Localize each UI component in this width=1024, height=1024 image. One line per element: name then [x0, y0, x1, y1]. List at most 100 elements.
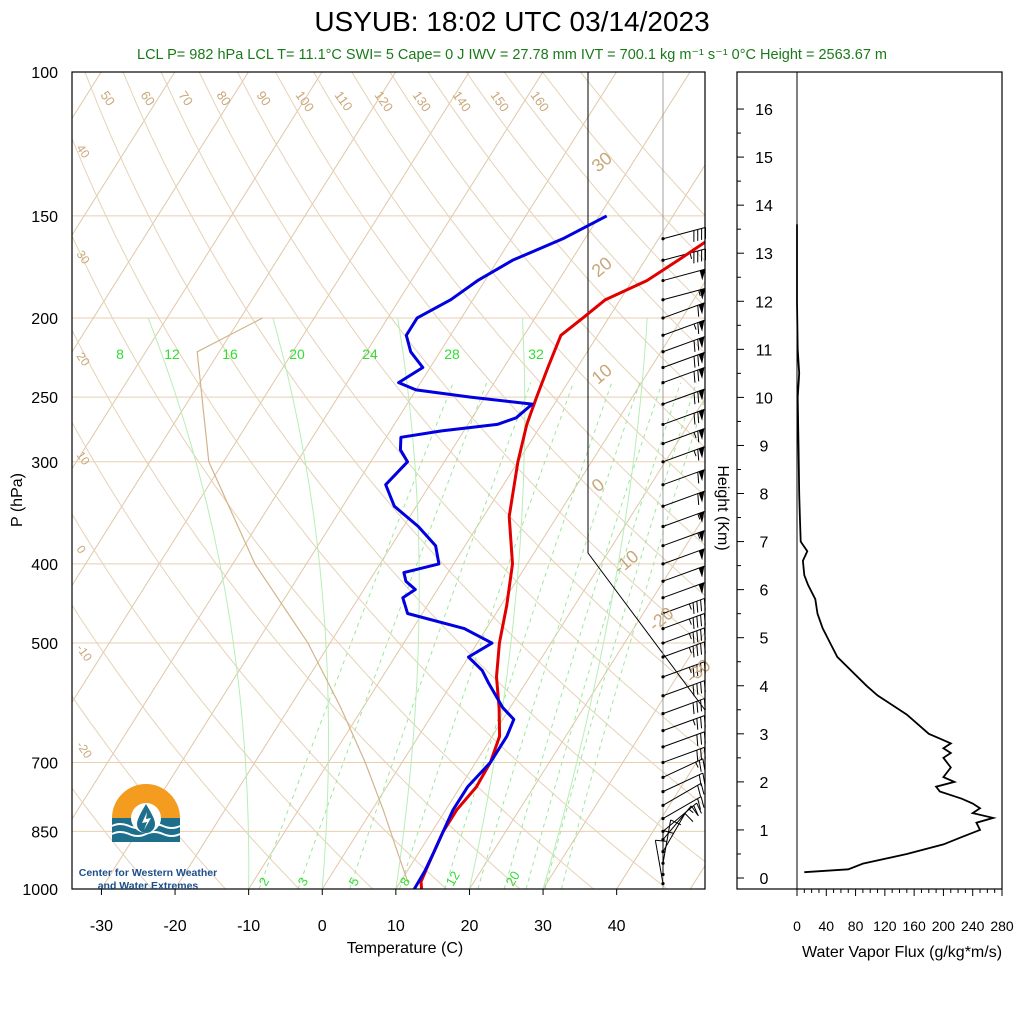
mixing-ratio-label: 20 [503, 868, 523, 888]
mixing-ratio-line [349, 382, 532, 889]
wind-barb [661, 367, 705, 385]
mixing-ratio-label: 16 [222, 346, 238, 362]
wind-barb [661, 582, 705, 600]
mixing-ratio-line [544, 382, 697, 889]
isotherm-line [689, 864, 705, 889]
theta-label: 50 [98, 88, 119, 108]
temperature-profile [419, 240, 705, 889]
dry-adiabat-label: 30 [74, 248, 93, 267]
x-tick-label: 40 [608, 918, 626, 935]
theta-label: 70 [176, 88, 197, 108]
isotherm-label: -30 [682, 655, 715, 687]
y-tick-label: 700 [31, 755, 58, 772]
mixing-ratio-label: 28 [444, 346, 460, 362]
y-tick-label: 150 [31, 209, 58, 226]
dry-adiabat-line [84, 72, 705, 863]
mixing-ratio-line [399, 382, 574, 889]
logo-line1: Center for Western Weather [79, 867, 217, 879]
wind-barb [661, 428, 705, 446]
wind-barb [661, 287, 706, 302]
theta-label: 160 [528, 88, 553, 114]
wind-barb [661, 813, 694, 854]
dry-adiabat-line [72, 328, 521, 889]
dry-adiabat-line [389, 72, 705, 449]
dry-adiabat-line [275, 72, 705, 597]
theta-label: 110 [332, 88, 356, 114]
mixing-ratio-line [258, 382, 454, 889]
isotherm-line [753, 72, 1024, 906]
wind-barb [661, 226, 707, 242]
wind-barb [661, 731, 706, 749]
isotherm-line [542, 631, 705, 889]
theta-label: 150 [488, 88, 513, 114]
dry-adiabat-line [72, 513, 374, 889]
x-tick-label: 30 [534, 918, 552, 935]
isotherm-label: -10 [610, 546, 643, 578]
x-tick-label: 10 [387, 918, 405, 935]
isotherm-line [72, 72, 470, 704]
wind-barb [661, 782, 705, 807]
mixing-ratio-line [297, 382, 488, 889]
wind-barb [661, 490, 705, 508]
dry-adiabat-label: 0 [74, 543, 89, 557]
mixing-ratio-label: 8 [397, 875, 414, 889]
wind-barb [661, 408, 705, 427]
y-tick-label: 1000 [22, 882, 58, 899]
isotherm-line [321, 280, 705, 889]
isotherm-line [72, 72, 544, 820]
wind-barb [661, 319, 705, 337]
wind-barb [661, 698, 706, 716]
y-tick-label: 850 [31, 824, 58, 841]
dry-adiabat-label: -20 [74, 739, 96, 762]
dry-adiabat-line [351, 72, 705, 497]
wind-barb [661, 446, 705, 464]
wind-barb [661, 352, 705, 370]
mixing-ratio-line [525, 382, 682, 889]
dry-adiabat-line [313, 72, 705, 547]
wind-barb [661, 746, 706, 765]
mixing-ratio-label: 24 [362, 346, 378, 362]
y-tick-label: 200 [31, 311, 58, 328]
mixing-ratio-label: 8 [116, 346, 124, 362]
wind-barb [661, 819, 682, 865]
y-tick-label: 500 [31, 636, 58, 653]
isotherm-label: -20 [645, 603, 678, 635]
wind-barb [661, 510, 705, 529]
dry-adiabat-line [580, 72, 705, 217]
x-tick-label: -10 [237, 918, 260, 935]
isotherm-line [72, 72, 323, 470]
skew-t-frame [71, 71, 706, 890]
isotherm-line [616, 747, 705, 889]
x-tick-label: -30 [90, 918, 113, 935]
y-tick-label: 250 [31, 390, 58, 407]
wind-barb [661, 802, 702, 833]
wind-barb [661, 565, 705, 583]
wind-barb [661, 530, 705, 548]
mixing-ratio-label: 12 [164, 346, 180, 362]
wind-barb [661, 388, 705, 406]
isotherm-line [248, 164, 705, 889]
isotherm-line [72, 72, 249, 353]
wind-barb [654, 839, 667, 886]
moist-adiabat-line [147, 317, 250, 889]
wind-barb [661, 336, 705, 354]
theta-label: 140 [450, 88, 475, 114]
wind-barb [661, 302, 705, 320]
logo-line2: and Water Extremes [98, 880, 199, 892]
dewpoint-profile [384, 214, 608, 889]
moist-adiabat-line [542, 317, 648, 889]
mixing-ratio-line [477, 382, 641, 889]
theta-label: 80 [214, 88, 235, 108]
cw3e-logo: Center for Western Weather and Water Ext… [79, 784, 217, 892]
y-tick-label: 100 [31, 65, 58, 82]
x-tick-label: 0 [318, 918, 327, 935]
dry-adiabat-line [236, 72, 705, 648]
theta-label: 100 [293, 88, 318, 114]
dry-adiabat-line [542, 72, 705, 262]
mixing-ratio-label: 12 [443, 868, 463, 888]
isotherm-label: 10 [588, 360, 616, 388]
theta-label: 90 [254, 88, 275, 108]
mixing-ratio-label: 32 [528, 346, 544, 362]
dry-adiabat-line [72, 787, 153, 889]
